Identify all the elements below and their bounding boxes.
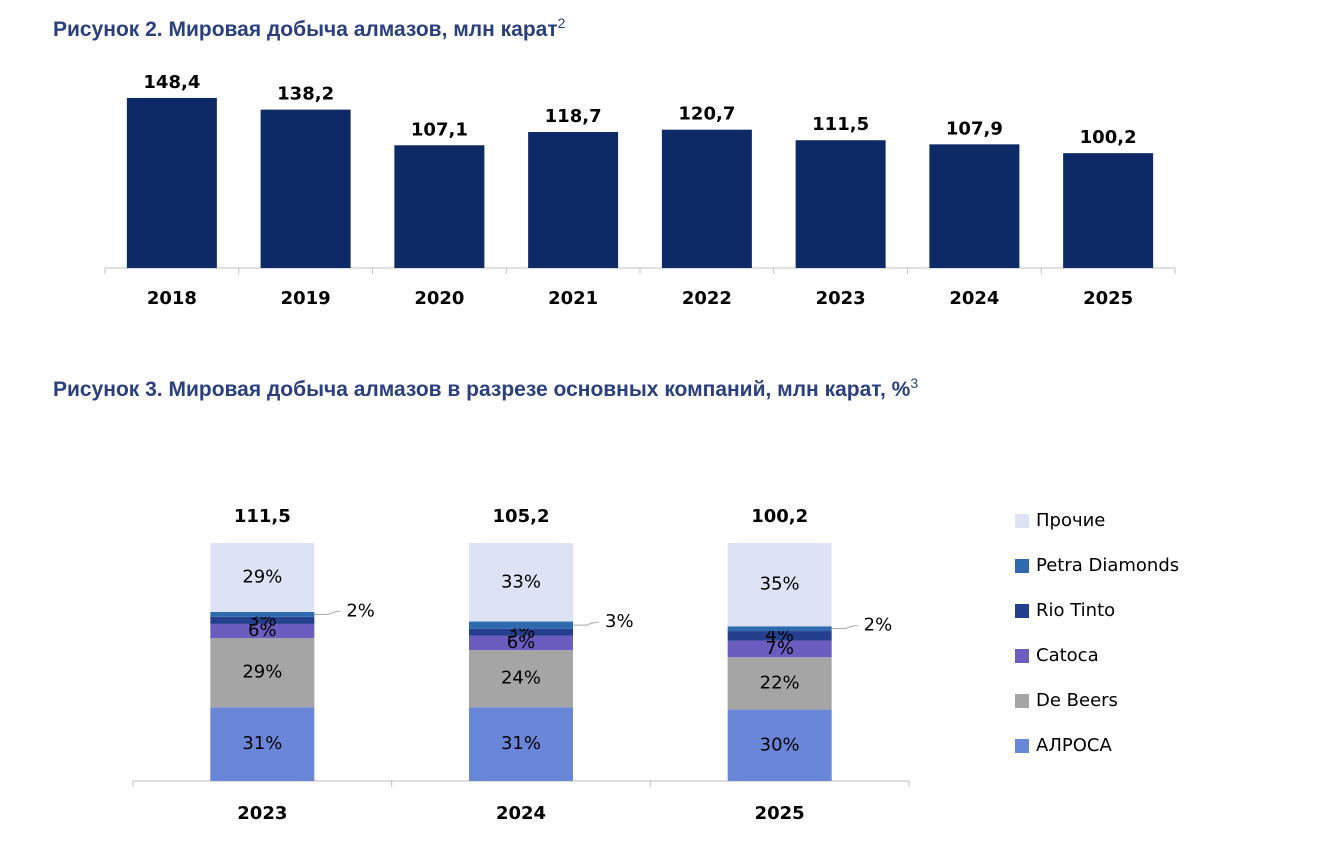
x-tick-label: 2025 xyxy=(755,803,805,824)
bar xyxy=(661,129,752,268)
leader-line xyxy=(314,610,341,615)
value-label: 29% xyxy=(242,567,282,588)
bar xyxy=(394,145,485,268)
total-label: 100,2 xyxy=(751,506,808,527)
bar-segment xyxy=(727,657,832,710)
value-label: 2% xyxy=(346,600,375,621)
legend-label: Прочие xyxy=(1036,510,1105,531)
legend-label: De Beers xyxy=(1036,690,1118,711)
bar xyxy=(1063,153,1154,268)
bar-segment xyxy=(727,543,832,627)
bar-segment xyxy=(210,616,315,624)
footnote-mark: 2 xyxy=(558,15,566,31)
total-label: 105,2 xyxy=(493,506,550,527)
chart-title: Рисунок 2. Мировая добыча алмазов, млн к… xyxy=(53,15,566,41)
value-label: 29% xyxy=(242,662,282,683)
value-label: 6% xyxy=(507,632,536,653)
legend-swatch xyxy=(1015,739,1029,753)
value-label: 24% xyxy=(501,668,541,689)
value-label: 31% xyxy=(242,733,282,754)
value-label: 107,9 xyxy=(946,118,1003,139)
total-label: 111,5 xyxy=(234,506,291,527)
legend-label: Petra Diamonds xyxy=(1036,555,1179,576)
x-tick-label: 2019 xyxy=(281,288,331,309)
value-label: 2% xyxy=(864,615,893,636)
legend-label: Catoca xyxy=(1036,645,1099,666)
title-text: Рисунок 3. Мировая добыча алмазов в разр… xyxy=(53,378,911,401)
x-tick-label: 2024 xyxy=(949,288,999,309)
x-tick-label: 2024 xyxy=(496,803,546,824)
legend-label: Rio Tinto xyxy=(1036,600,1115,621)
bar xyxy=(528,131,619,268)
bar-segment xyxy=(469,621,573,629)
bar xyxy=(929,144,1020,268)
x-tick-label: 2021 xyxy=(548,288,598,309)
value-label: 100,2 xyxy=(1080,127,1137,148)
bar-segment xyxy=(469,543,573,622)
x-tick-label: 2018 xyxy=(147,288,197,309)
value-label: 138,2 xyxy=(277,84,334,105)
legend-swatch xyxy=(1015,514,1029,528)
bar-segment xyxy=(727,640,832,658)
bar-segment xyxy=(469,650,573,708)
value-label: 120,7 xyxy=(678,104,735,125)
bar-segment xyxy=(210,612,315,617)
legend-swatch xyxy=(1015,604,1029,618)
value-label: 148,4 xyxy=(143,72,200,93)
value-label: 111,5 xyxy=(812,114,869,135)
bar-segment xyxy=(469,707,573,781)
value-label: 31% xyxy=(501,733,541,754)
bar xyxy=(126,97,217,269)
value-label: 33% xyxy=(501,571,541,592)
value-label: 30% xyxy=(760,734,800,755)
bar-segment xyxy=(727,709,832,781)
x-tick-label: 2022 xyxy=(682,288,732,309)
legend-swatch xyxy=(1015,559,1029,573)
legend-label: АЛРОСА xyxy=(1036,735,1112,756)
bar xyxy=(260,109,351,268)
bar-segment xyxy=(210,707,315,781)
value-label: 22% xyxy=(760,672,800,693)
chart-title: Рисунок 3. Мировая добыча алмазов в разр… xyxy=(53,375,918,401)
value-label: 6% xyxy=(248,620,277,641)
bar-segment xyxy=(210,638,315,708)
bar-segment xyxy=(727,631,832,641)
value-label: 7% xyxy=(765,638,794,659)
bar-segment xyxy=(469,635,573,651)
leader-line xyxy=(573,621,600,626)
bar xyxy=(795,140,886,268)
bar-segment xyxy=(727,626,832,632)
legend-swatch xyxy=(1015,694,1029,708)
value-label: 35% xyxy=(760,574,800,595)
x-tick-label: 2020 xyxy=(414,288,464,309)
value-label: 118,7 xyxy=(545,106,602,127)
title-text: Рисунок 2. Мировая добыча алмазов, млн к… xyxy=(53,18,558,41)
value-label: 3% xyxy=(605,611,634,632)
x-tick-label: 2025 xyxy=(1083,288,1133,309)
x-tick-label: 2023 xyxy=(816,288,866,309)
footnote-mark: 3 xyxy=(910,375,918,391)
bar-segment xyxy=(210,543,315,613)
bar-segment xyxy=(210,623,315,639)
leader-line xyxy=(831,625,858,630)
value-label: 107,1 xyxy=(411,119,468,140)
x-tick-label: 2023 xyxy=(237,803,287,824)
legend-swatch xyxy=(1015,649,1029,663)
bar-segment xyxy=(469,628,573,636)
